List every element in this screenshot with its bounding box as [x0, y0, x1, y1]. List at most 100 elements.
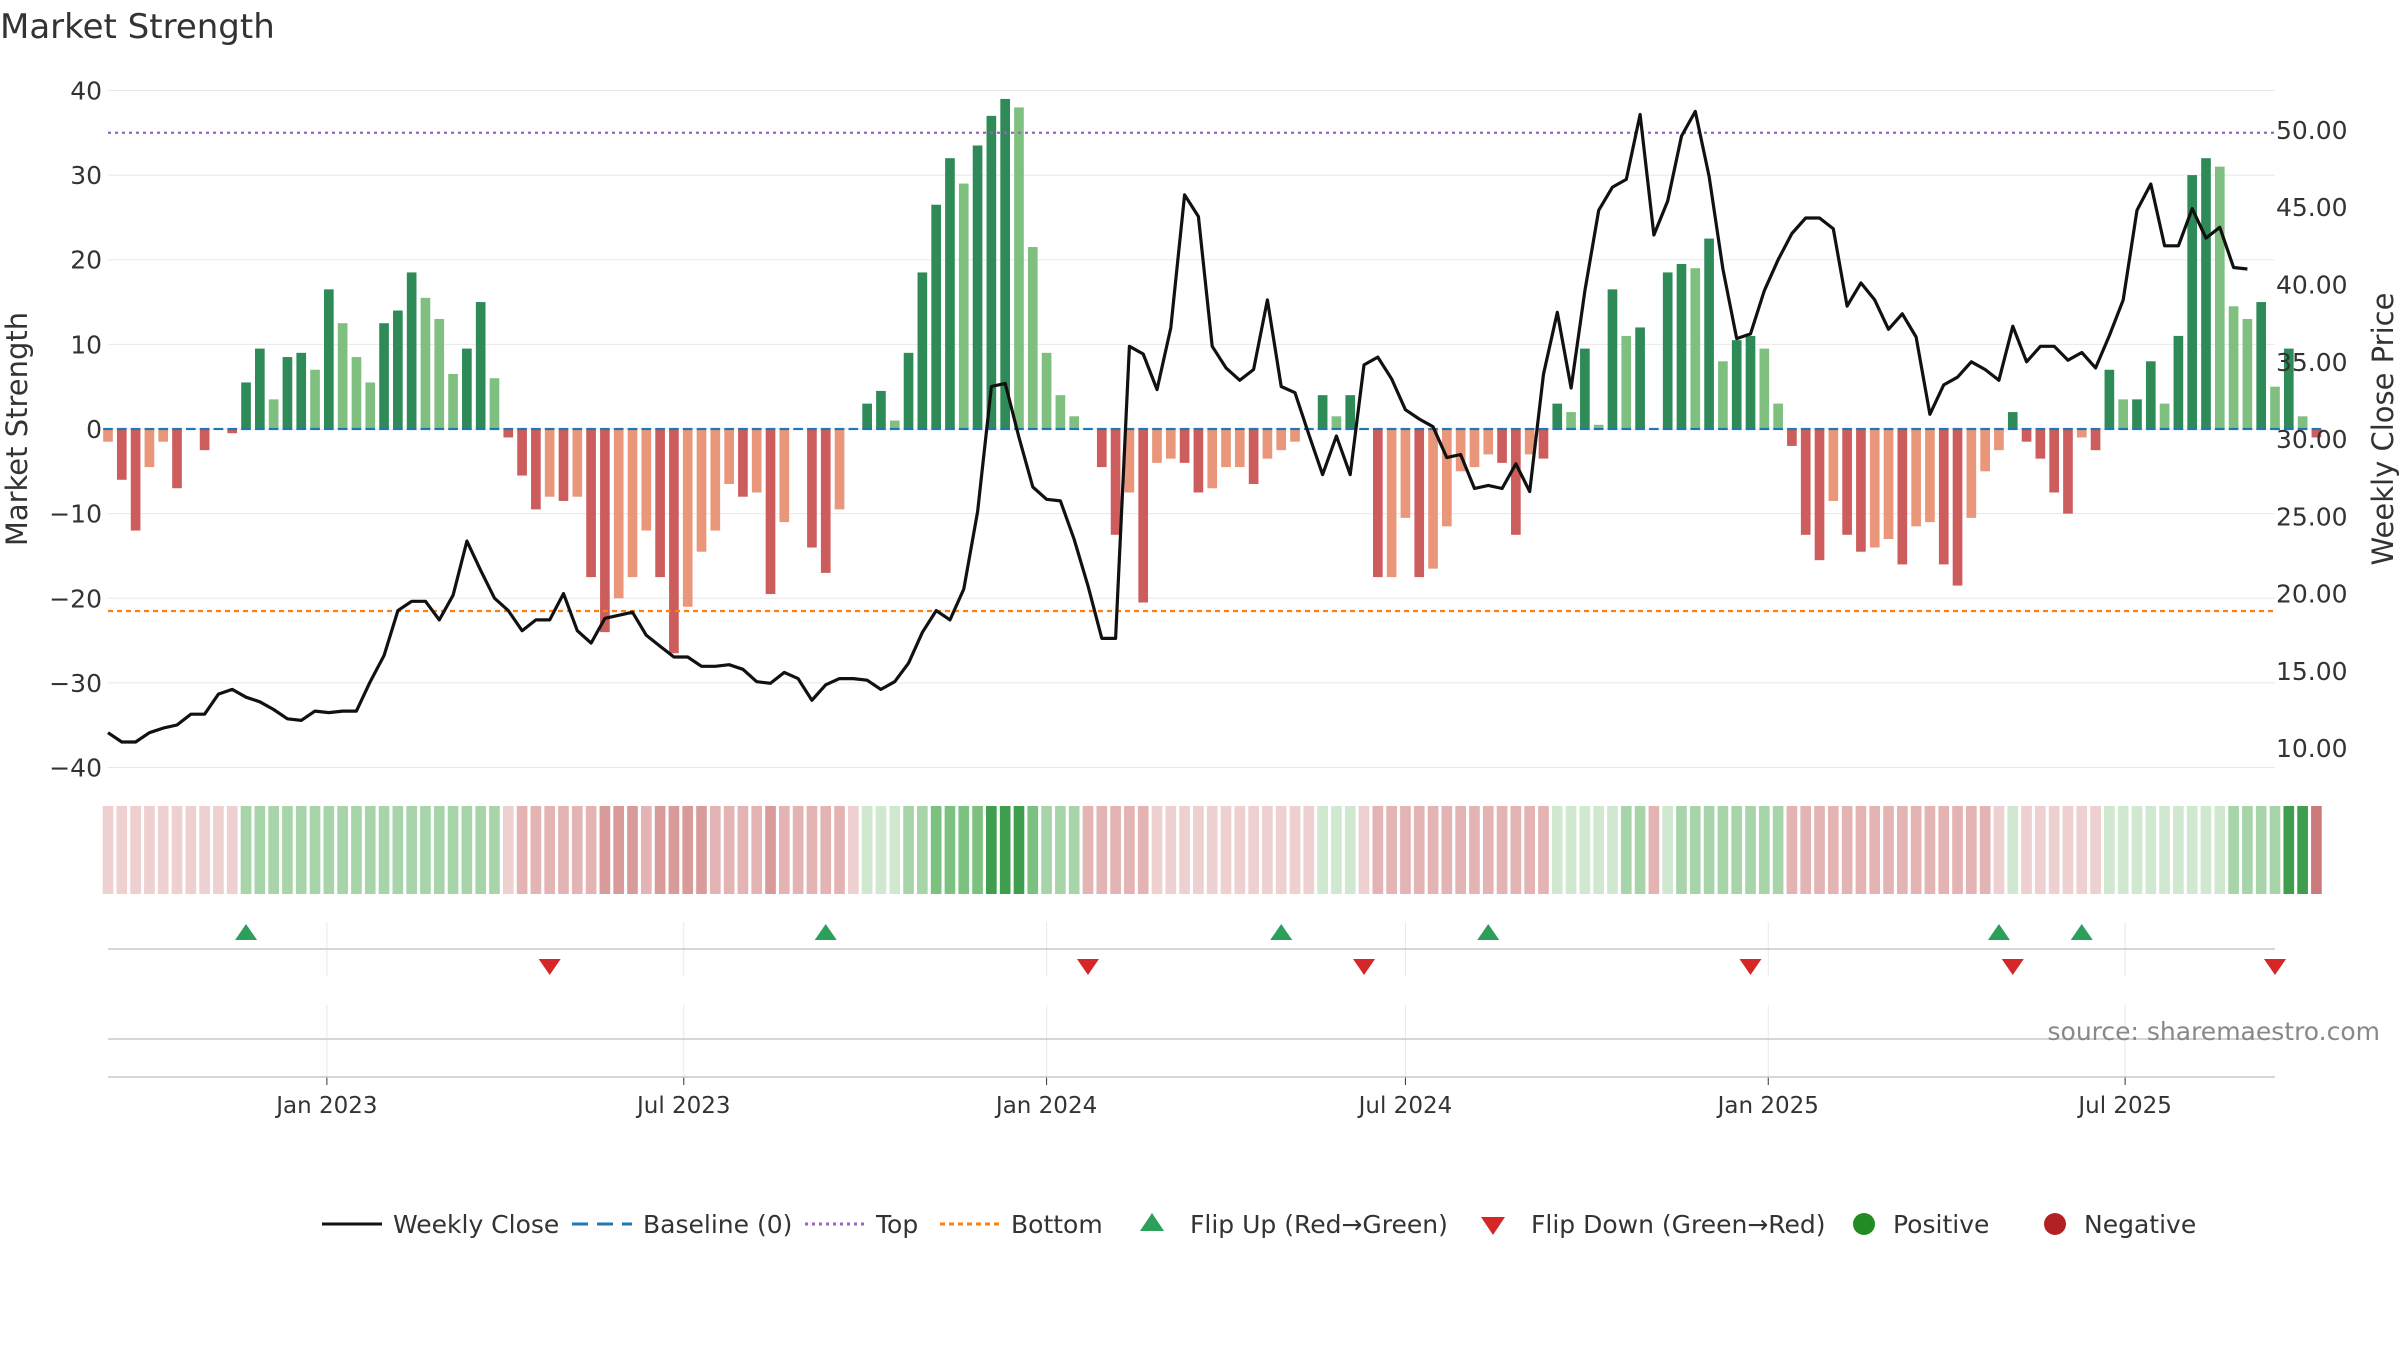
legend: Weekly Close Baseline (0) Top Bottom Flip Up… [322, 1210, 2196, 1239]
strength-bar [655, 429, 665, 578]
strength-band-cell [516, 806, 528, 894]
strength-bar [1096, 429, 1107, 468]
strength-band-cell [1538, 806, 1549, 894]
strength-band-cell [958, 806, 970, 894]
strength-bar [1124, 429, 1135, 493]
strength-band-cell [2255, 806, 2267, 894]
strength-bar [1773, 403, 1783, 429]
strength-band-cell [1993, 806, 2005, 894]
strength-band-cell [1676, 806, 1687, 894]
legend-swatch-flip-down [1481, 1217, 1505, 1235]
strength-band-cell [2173, 806, 2184, 894]
strength-bar [462, 348, 472, 429]
strength-bar [558, 429, 569, 501]
strength-bar [945, 158, 955, 430]
strength-band-cell [1827, 806, 1839, 894]
strength-bar [2049, 429, 2059, 493]
strength-bar [1994, 429, 2004, 451]
strength-band-cell [295, 806, 307, 894]
y-tick-right-label: 35.00 [2276, 348, 2348, 377]
strength-bar [365, 382, 376, 429]
strength-bar [130, 429, 141, 531]
strength-band-cell [1593, 806, 1605, 894]
strength-bar [172, 429, 182, 489]
strength-band-cell [944, 806, 956, 894]
strength-band-cell [848, 806, 859, 894]
strength-bar [2076, 429, 2087, 438]
strength-band-cell [323, 806, 335, 894]
y-tick-left-label: 40 [70, 76, 102, 105]
strength-bar [1911, 429, 1921, 527]
legend-label: Baseline (0) [643, 1210, 792, 1239]
strength-bar [1483, 429, 1494, 455]
strength-bar [1925, 429, 1935, 523]
strength-band-cell [972, 806, 983, 894]
strength-bar [1138, 429, 1149, 603]
strength-band-cell [1041, 806, 1052, 894]
strength-bar [1331, 416, 1342, 429]
strength-band-cell [1137, 806, 1149, 894]
y-tick-right-label: 15.00 [2276, 657, 2348, 686]
strength-band-cell [1013, 806, 1025, 894]
strength-bars [103, 98, 2322, 654]
strength-bar [1317, 395, 1328, 429]
legend-label: Negative [2084, 1210, 2196, 1239]
legend-swatch-flip-up [1140, 1213, 1164, 1231]
strength-bar [1869, 429, 1880, 548]
legend-item-negative: Negative [2044, 1210, 2196, 1239]
strength-band-cell [1220, 806, 1232, 894]
strength-band-cell [1027, 806, 1039, 894]
strength-band-cell [1786, 806, 1798, 894]
strength-band-cell [1206, 806, 1218, 894]
strength-bar [1373, 429, 1383, 578]
strength-bar [682, 429, 693, 607]
strength-bar [2201, 158, 2211, 430]
strength-bar [1152, 429, 1162, 463]
strength-bar [1165, 429, 1176, 459]
strength-band-cell [1400, 806, 1411, 894]
strength-band-cell [696, 806, 707, 894]
strength-band-cell [1068, 806, 1080, 894]
strength-bar [2214, 166, 2225, 429]
strength-bar [931, 204, 941, 429]
strength-bar [1856, 429, 1866, 552]
strength-band-cell [1855, 806, 1867, 894]
strength-bar [1524, 429, 1535, 455]
x-tick-label: Jan 2025 [1716, 1093, 1819, 1119]
strength-band-cell [254, 806, 266, 894]
strength-bar [1428, 429, 1438, 569]
strength-bar [627, 429, 638, 578]
y-tick-right-label: 10.00 [2276, 734, 2348, 763]
strength-band-cell [1607, 806, 1618, 894]
strength-bar [1414, 429, 1425, 578]
strength-bar [254, 348, 265, 429]
strength-band-cell [1441, 806, 1453, 894]
flip-down-marker [1076, 959, 1099, 975]
strength-bar [862, 403, 872, 429]
strength-band-cell [2214, 806, 2226, 894]
strength-bar [1952, 429, 1963, 586]
strength-band-cell [2021, 806, 2032, 894]
strength-band-cell [640, 806, 652, 894]
strength-bar [489, 378, 500, 429]
strength-band-cell [723, 806, 735, 894]
strength-band-cell [861, 806, 873, 894]
flip-up-marker [814, 924, 837, 940]
y-axis-ticks: 40 30 20 10 0 −10 −20 −30 −40 50.00 45.00 40.00 35.0… [49, 76, 2347, 782]
strength-band-cell [558, 806, 569, 894]
strength-band-cell [1620, 806, 1632, 894]
strength-bar [1400, 429, 1411, 518]
strength-bar [820, 429, 831, 573]
strength-bar [2173, 335, 2184, 429]
strength-bar [889, 420, 900, 429]
strength-bar [1842, 429, 1852, 535]
strength-bar [517, 429, 527, 476]
strength-bar [1014, 107, 1024, 429]
strength-bar [1690, 268, 1701, 429]
strength-bar [613, 429, 624, 599]
strength-bar [2256, 302, 2267, 429]
strength-band-cell [1358, 806, 1370, 894]
strength-bar [903, 352, 914, 429]
strength-band-cell [1897, 806, 1908, 894]
